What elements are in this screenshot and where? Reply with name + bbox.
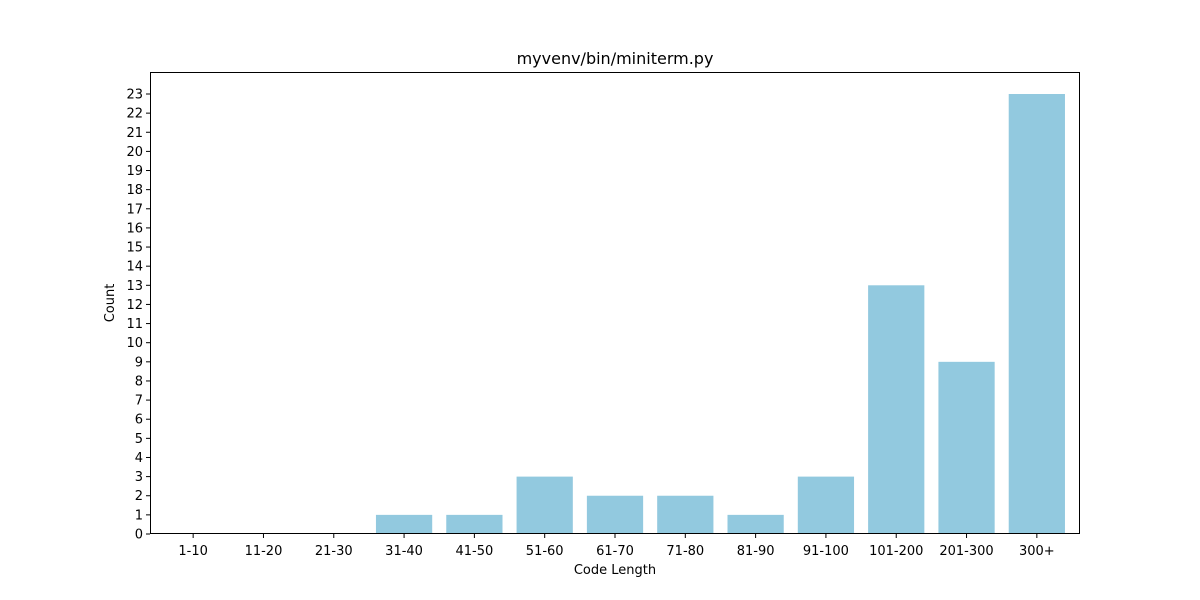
bar-61-70 xyxy=(586,495,644,534)
x-tick-label: 300+ xyxy=(1019,544,1055,559)
y-tick-label: 14 xyxy=(126,260,143,275)
y-axis-label: Count xyxy=(103,284,118,323)
bar-201-300 xyxy=(938,361,995,534)
bar-41-50 xyxy=(446,514,503,534)
x-tick-label: 61-70 xyxy=(596,544,634,559)
bar-91-100 xyxy=(797,476,855,534)
y-tick-label: 16 xyxy=(126,221,143,236)
y-tick-label: 11 xyxy=(126,317,143,332)
y-tick-label: 3 xyxy=(135,470,143,485)
x-tick-label: 21-30 xyxy=(315,544,353,559)
bar-71-80 xyxy=(657,495,714,534)
plot-frame xyxy=(150,72,1080,534)
bar-101-200 xyxy=(868,285,925,534)
y-tick-label: 22 xyxy=(126,107,143,122)
y-tick-label: 2 xyxy=(135,489,143,504)
x-tick-label: 91-100 xyxy=(803,544,849,559)
x-axis-ticks: 1-10 11-20 21-30 31-40 41-50 51-60 61-70 71-80 8… xyxy=(178,534,1055,559)
y-tick-label: 6 xyxy=(135,413,143,428)
y-tick-label: 7 xyxy=(135,394,143,409)
y-tick-label: 0 xyxy=(135,528,143,543)
bar-31-40 xyxy=(375,514,433,534)
y-tick-label: 10 xyxy=(126,336,143,351)
y-tick-label: 23 xyxy=(126,88,143,103)
bar-81-90 xyxy=(727,514,784,534)
y-tick-label: 12 xyxy=(126,298,143,313)
bars xyxy=(375,94,1065,534)
x-tick-label: 31-40 xyxy=(385,544,423,559)
y-tick-label: 19 xyxy=(126,164,143,179)
x-tick-label: 71-80 xyxy=(666,544,704,559)
x-tick-label: 201-300 xyxy=(939,544,993,559)
bar-300+ xyxy=(1008,94,1065,534)
y-tick-label: 9 xyxy=(135,355,143,370)
y-tick-label: 18 xyxy=(126,183,143,198)
y-tick-label: 5 xyxy=(135,432,143,447)
y-tick-label: 1 xyxy=(135,508,143,523)
y-tick-label: 17 xyxy=(126,202,143,217)
x-axis-label: Code Length xyxy=(574,563,656,578)
y-tick-label: 8 xyxy=(135,374,143,389)
chart-title: myvenv/bin/miniterm.py xyxy=(517,49,714,68)
y-tick-label: 4 xyxy=(135,451,143,466)
y-tick-label: 13 xyxy=(126,279,143,294)
bar-51-60 xyxy=(516,476,573,534)
x-tick-label: 51-60 xyxy=(526,544,564,559)
x-tick-label: 101-200 xyxy=(869,544,923,559)
y-tick-label: 15 xyxy=(126,241,143,256)
x-tick-label: 11-20 xyxy=(245,544,283,559)
x-tick-label: 81-90 xyxy=(737,544,775,559)
y-tick-label: 21 xyxy=(126,126,143,141)
x-tick-label: 1-10 xyxy=(178,544,208,559)
y-tick-label: 20 xyxy=(126,145,143,160)
x-tick-label: 41-50 xyxy=(455,544,493,559)
